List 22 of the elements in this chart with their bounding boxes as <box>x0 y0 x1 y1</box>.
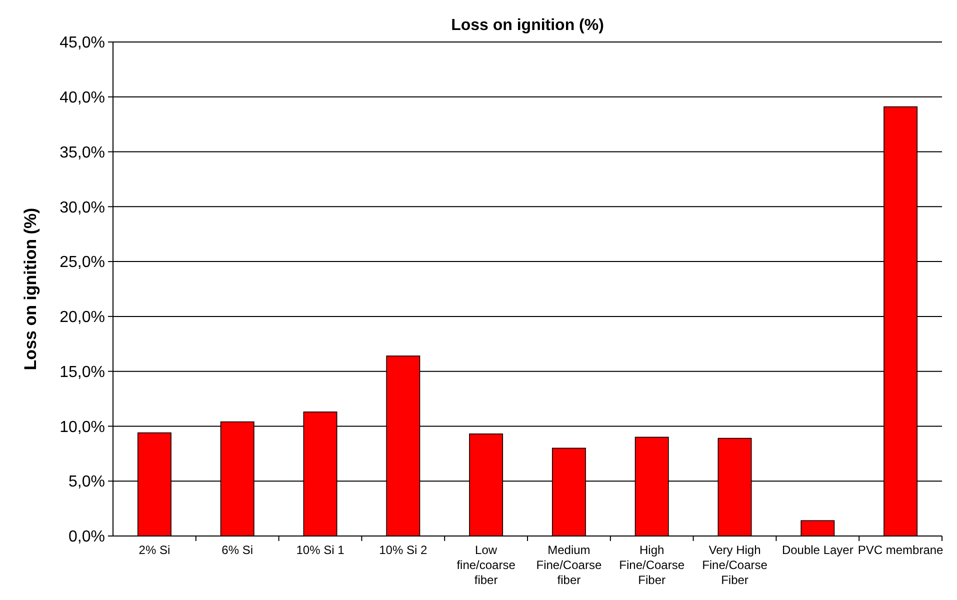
x-tick-label: 10% Si 1 <box>296 543 345 557</box>
y-tick-label: 5,0% <box>68 474 105 491</box>
y-tick-label: 10,0% <box>60 418 105 436</box>
x-tick-label: 10% Si 2 <box>379 543 428 557</box>
x-tick-label: Medium Fine/Coarse fiber <box>536 543 602 587</box>
x-tick-label: PVC membrane <box>858 543 944 557</box>
y-tick-label: 20,0% <box>60 309 105 326</box>
x-tick-label: Very High Fine/Coarse Fiber <box>702 543 768 587</box>
x-tick-label: High Fine/Coarse Fiber <box>619 543 685 587</box>
chart-title: Loss on ignition (%) <box>451 17 604 34</box>
y-axis-title: Loss on ignition (%) <box>21 208 40 370</box>
x-tick-label: Low fine/coarse fiber <box>456 543 516 587</box>
y-tick-label: 30,0% <box>60 199 105 216</box>
x-tick-label: 2% Si <box>138 543 170 557</box>
y-tick-label: 35,0% <box>60 144 105 162</box>
y-tick-label: 25,0% <box>60 254 105 272</box>
x-tick-label: 6% Si <box>222 543 254 557</box>
y-tick-label: 40,0% <box>60 89 105 106</box>
y-tick-label: 15,0% <box>60 364 105 381</box>
y-tick-label: 45,0% <box>60 34 105 52</box>
y-tick-label: 0,0% <box>68 528 105 546</box>
x-tick-label: Double Layer <box>782 543 854 557</box>
